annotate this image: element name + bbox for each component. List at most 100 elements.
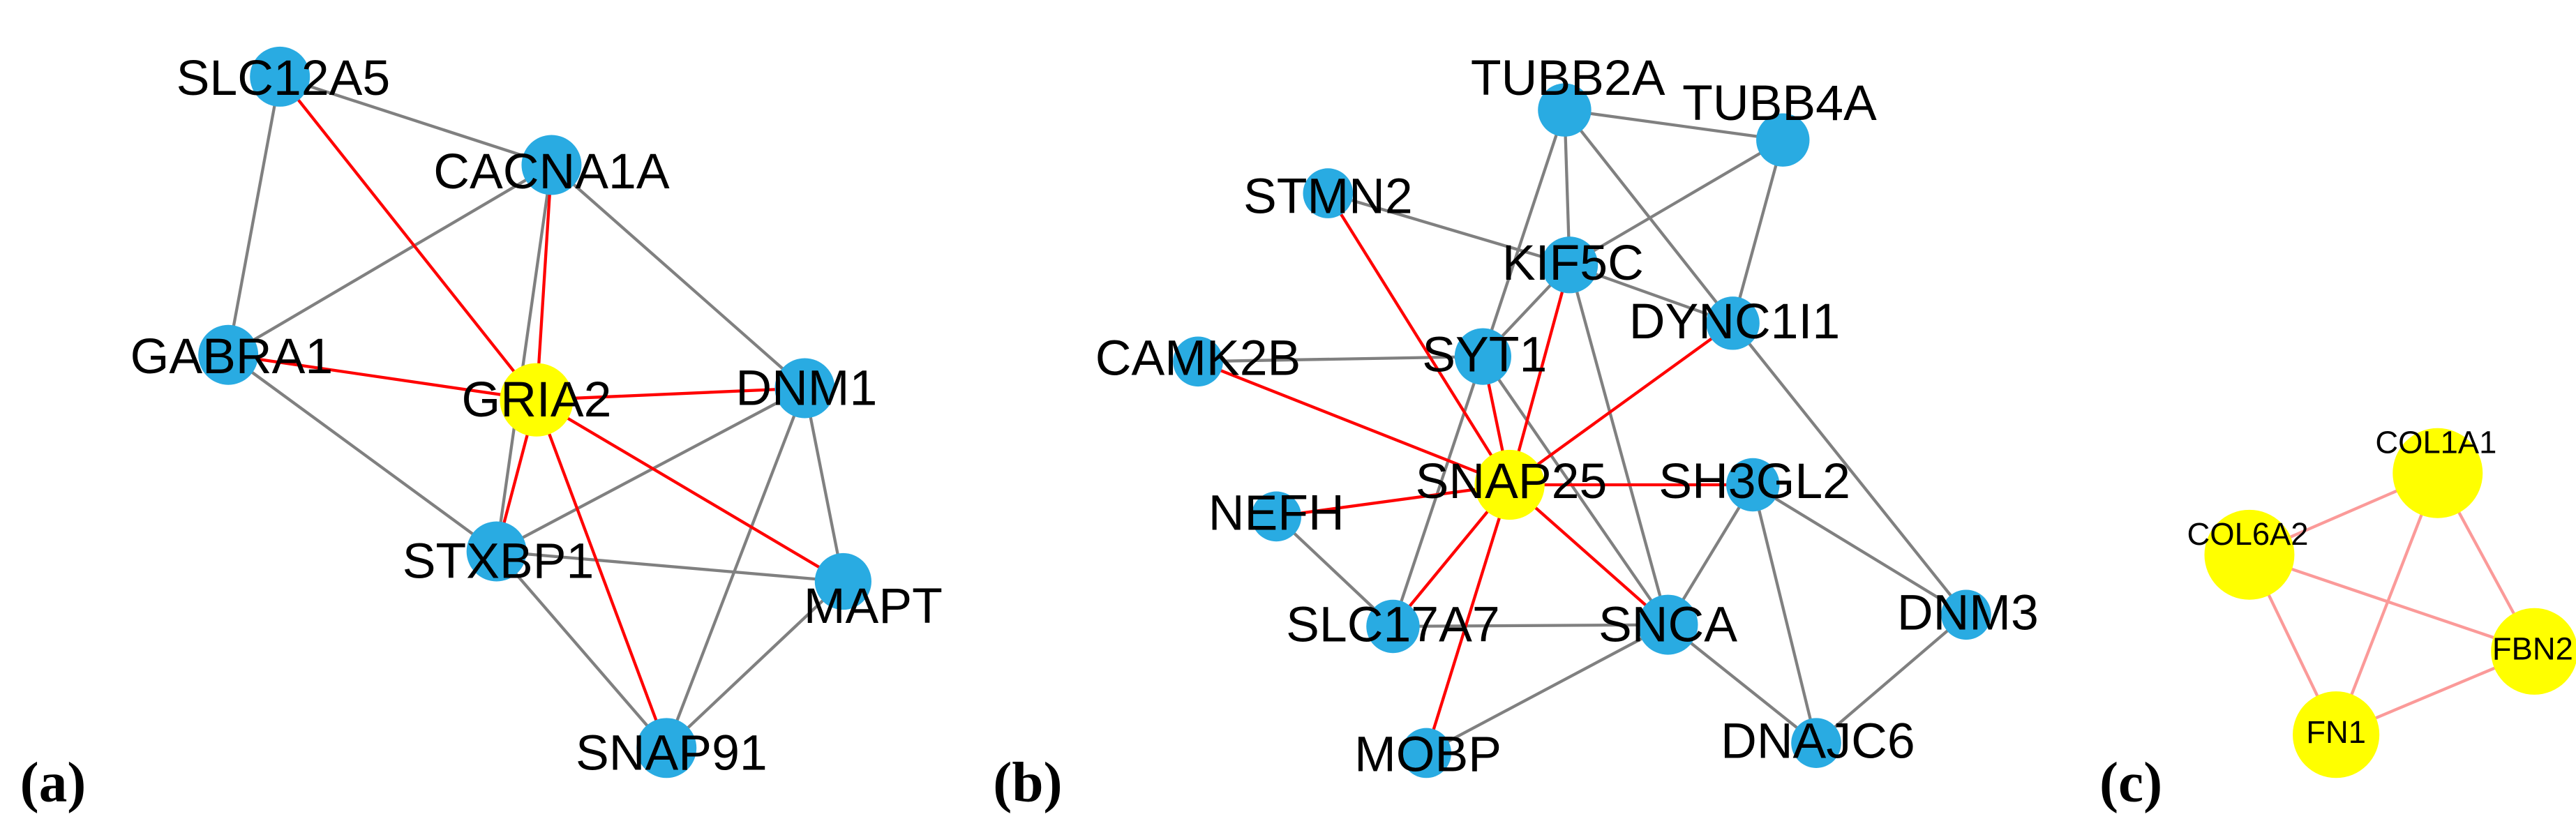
edge-SLC12A5-CACNA1A xyxy=(279,75,553,167)
node-label-SLC17A7: SLC17A7 xyxy=(1286,596,1500,652)
node-label-TUBB2A: TUBB2A xyxy=(1471,50,1665,106)
edge-SNCA-SLC17A7 xyxy=(1393,623,1668,628)
node-label-SNAP25: SNAP25 xyxy=(1416,453,1608,509)
node-COL6A2 xyxy=(2204,509,2295,600)
node-label-SH3GL2: SH3GL2 xyxy=(1658,453,1850,509)
node-label-GRIA2: GRIA2 xyxy=(461,372,611,428)
edge-SNCA-DNAJC6 xyxy=(1667,623,1818,744)
edge-SLC12A5-GABRA1 xyxy=(227,76,282,356)
edge-STMN2-KIF5C xyxy=(1327,192,1571,266)
edge-DNM1-STXBP1 xyxy=(495,386,806,553)
node-STXBP1 xyxy=(466,521,527,582)
edge-DNM1-SNAP91 xyxy=(665,387,807,749)
node-SLC17A7 xyxy=(1366,599,1420,654)
node-label-DNAJC6: DNAJC6 xyxy=(1721,714,1915,769)
edge-STXBP1-SNAP91 xyxy=(495,550,668,749)
edge-SNAP25-NEFH xyxy=(1275,483,1510,518)
node-label-FN1: FN1 xyxy=(2306,714,2366,750)
panel-c: COL1A1 COL6A2 FBN2 FN1 (c) xyxy=(2099,425,2576,814)
edge-MAPT-SNAP91 xyxy=(665,580,844,749)
node-SNAP91 xyxy=(636,718,697,778)
node-SLC12A5 xyxy=(250,46,310,107)
node-label-SYT1: SYT1 xyxy=(1422,327,1547,383)
node-label-GABRA1: GABRA1 xyxy=(130,329,334,384)
edge-TUBB2A-SYT1 xyxy=(1481,109,1566,357)
node-FBN2 xyxy=(2491,608,2576,695)
edge-CACNA1A-GABRA1 xyxy=(227,163,553,356)
edge-CACNA1A-STXBP1 xyxy=(495,165,553,552)
edge-SNAP25-DYNC1I1 xyxy=(1508,322,1734,486)
node-label-DNM1: DNM1 xyxy=(735,360,877,416)
edge-KIF5C-SNCA xyxy=(1568,264,1670,626)
edge-SH3GL2-DNAJC6 xyxy=(1751,484,1818,744)
edge-SNAP25-CAMK2B xyxy=(1197,360,1511,486)
panel-letter-c: (c) xyxy=(2099,751,2162,814)
edge-DNM1-MAPT xyxy=(803,388,845,582)
node-label-SNAP91: SNAP91 xyxy=(576,725,767,781)
edge-GRIA2-SNAP91 xyxy=(534,399,668,749)
node-label-DNM3: DNM3 xyxy=(1897,585,2039,641)
node-label-MAPT: MAPT xyxy=(804,578,943,634)
node-TUBB4A xyxy=(1756,113,1810,167)
node-KIF5C xyxy=(1541,236,1598,294)
edge-NEFH-SLC17A7 xyxy=(1275,515,1394,628)
node-SH3GL2 xyxy=(1726,458,1780,512)
panel-letter-a: (a) xyxy=(20,751,87,814)
edge-SNCA-MOBP xyxy=(1425,623,1669,755)
node-label-TUBB4A: TUBB4A xyxy=(1682,75,1877,131)
edge-COL1A1-FN1 xyxy=(2335,472,2439,735)
node-MAPT xyxy=(814,552,871,610)
node-label-CAMK2B: CAMK2B xyxy=(1095,330,1301,386)
node-SYT1 xyxy=(1454,328,1512,385)
node-MOBP xyxy=(1401,728,1452,778)
node-label-MOBP: MOBP xyxy=(1354,727,1502,783)
edge-GRIA2-CACNA1A xyxy=(534,165,553,400)
node-COL1A1 xyxy=(2392,428,2483,518)
node-DNAJC6 xyxy=(1791,718,1841,768)
edge-SNAP25-KIF5C xyxy=(1508,264,1571,485)
node-label-COL1A1: COL1A1 xyxy=(2375,425,2496,460)
edge-SNAP25-SNCA xyxy=(1508,483,1669,626)
node-GRIA2 xyxy=(500,363,574,437)
edge-DNM3-DNAJC6 xyxy=(1815,613,1968,744)
node-SNAP25 xyxy=(1474,449,1545,520)
edge-TUBB2A-TUBB4A xyxy=(1564,108,1783,142)
edge-GRIA2-SLC12A5 xyxy=(278,75,538,401)
edge-STXBP1-MAPT xyxy=(496,550,844,583)
node-label-CACNA1A: CACNA1A xyxy=(433,144,670,200)
edge-GRIA2-GABRA1 xyxy=(227,353,537,402)
edge-COL6A2-FBN2 xyxy=(2249,553,2535,653)
edge-TUBB4A-DYNC1I1 xyxy=(1731,140,1785,324)
panel-letter-b: (b) xyxy=(993,751,1062,814)
edge-DYNC1I1-DNM3 xyxy=(1731,322,1968,616)
node-SNCA xyxy=(1638,594,1698,655)
node-label-NEFH: NEFH xyxy=(1208,485,1345,541)
node-TUBB2A xyxy=(1538,83,1592,137)
edge-TUBB4A-KIF5C xyxy=(1568,138,1784,266)
edge-GABRA1-STXBP1 xyxy=(227,353,497,553)
edge-GRIA2-MAPT xyxy=(535,398,844,583)
node-label-FBN2: FBN2 xyxy=(2492,631,2573,667)
node-label-KIF5C: KIF5C xyxy=(1502,235,1644,291)
edge-SH3GL2-DNM3 xyxy=(1752,483,1968,617)
edge-SYT1-SLC17A7 xyxy=(1391,356,1485,627)
node-label-SNCA: SNCA xyxy=(1598,596,1737,652)
node-DNM3 xyxy=(1941,589,1991,640)
node-CAMK2B xyxy=(1173,336,1223,387)
edge-GRIA2-DNM1 xyxy=(536,386,805,402)
node-CACNA1A xyxy=(521,135,582,195)
node-label-STXBP1: STXBP1 xyxy=(403,534,594,589)
edge-SNAP25-MOBP xyxy=(1425,484,1511,754)
node-label-DYNC1I1: DYNC1I1 xyxy=(1629,294,1841,349)
node-NEFH xyxy=(1251,491,1302,542)
node-FN1 xyxy=(2293,691,2380,778)
node-STMN2 xyxy=(1303,168,1354,218)
edge-SYT1-SNCA xyxy=(1481,355,1670,626)
edge-KIF5C-DYNC1I1 xyxy=(1568,263,1734,325)
edge-TUBB2A-DYNC1I1 xyxy=(1563,109,1735,324)
edge-CAMK2B-SYT1 xyxy=(1198,354,1483,363)
node-label-COL6A2: COL6A2 xyxy=(2187,516,2309,552)
